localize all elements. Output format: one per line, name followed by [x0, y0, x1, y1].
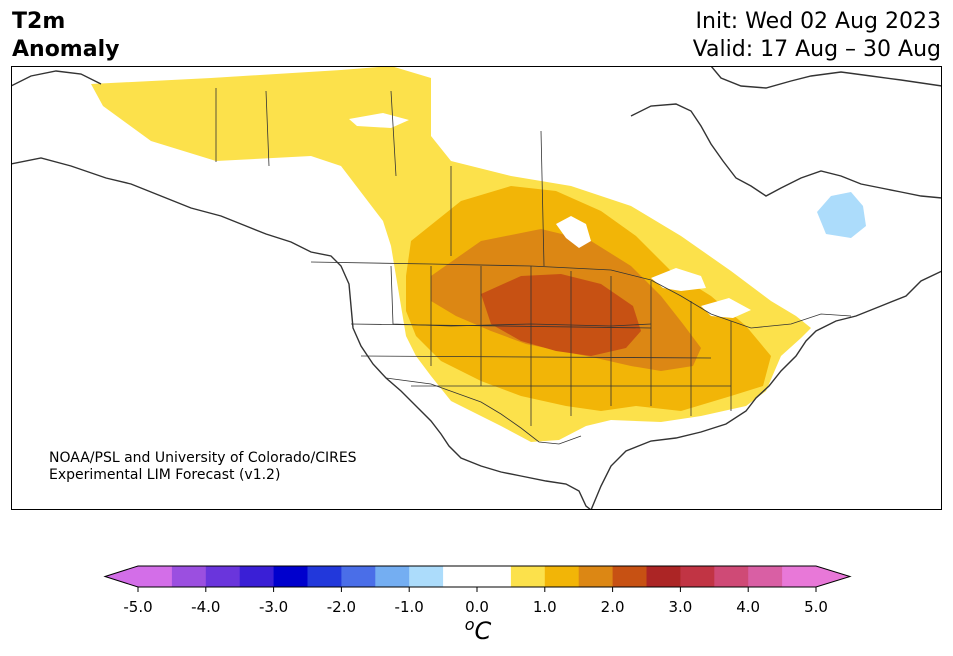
colorbar-swatch [341, 566, 376, 587]
colorbar-tick-label: -3.0 [258, 598, 289, 616]
map-frame [11, 66, 942, 510]
credit-text: NOAA/PSL and University of Colorado/CIRE… [49, 450, 357, 484]
title-variable-line1: T2m [12, 9, 66, 34]
colorbar-swatch [544, 566, 580, 587]
anomaly-fill-neg1 [817, 192, 866, 238]
title-variable-line2: Anomaly [12, 37, 120, 62]
colorbar-unit: oC [458, 615, 498, 645]
colorbar-swatch [307, 566, 342, 587]
colorbar-swatch [409, 566, 444, 587]
credit-line1: NOAA/PSL and University of Colorado/CIRE… [49, 450, 357, 466]
valid-range: Valid: 17 Aug – 30 Aug [692, 37, 941, 62]
colorbar-swatch [375, 566, 410, 587]
colorbar-tick-label: 4.0 [736, 598, 761, 616]
colorbar-tick-label: -2.0 [326, 598, 357, 616]
anomaly-fill-2-2p5 [481, 274, 641, 356]
colorbar-swatch [443, 566, 478, 587]
init-date: Init: Wed 02 Aug 2023 [695, 9, 941, 34]
colorbar-tick-label: 3.0 [668, 598, 693, 616]
colorbar-tick-label: -5.0 [123, 598, 153, 616]
colorbar-tick-label: 1.0 [532, 598, 557, 616]
colorbar-swatch [138, 566, 173, 587]
unit-degree: o [464, 615, 475, 634]
colorbar-swatch [171, 566, 207, 587]
colorbar-swatch [477, 566, 512, 587]
colorbar-tick-label: -1.0 [394, 598, 424, 616]
colorbar-extend-min [105, 566, 138, 587]
forecast-dates: Init: Wed 02 Aug 2023 Valid: 17 Aug – 30… [693, 8, 941, 64]
coastlines [11, 66, 942, 510]
colorbar-swatch [748, 566, 783, 587]
colorbar-swatch [578, 566, 613, 587]
colorbar-tick-label: 0.0 [465, 598, 489, 616]
colorbar-tick-label: -4.0 [191, 598, 221, 616]
colorbar-swatch [714, 566, 749, 587]
colorbar-swatch [680, 566, 715, 587]
anomaly-map [11, 66, 942, 510]
colorbar-swatch [273, 566, 308, 587]
colorbar [103, 565, 852, 592]
colorbar-swatch [239, 566, 274, 587]
colorbar-tick-label: 2.0 [600, 598, 625, 616]
map-title: T2m Anomaly [12, 8, 119, 64]
credit-line2: Experimental LIM Forecast (v1.2) [49, 467, 281, 483]
borders [215, 88, 852, 445]
colorbar-extend-max [816, 566, 850, 587]
colorbar-swatch [782, 566, 817, 587]
unit-celsius: C [474, 617, 492, 645]
colorbar-swatch [510, 566, 546, 587]
colorbar-swatch [612, 566, 647, 587]
colorbar-tick-label: 5.0 [804, 598, 828, 616]
colorbar-swatch [205, 566, 241, 587]
colorbar-swatch [646, 566, 681, 587]
